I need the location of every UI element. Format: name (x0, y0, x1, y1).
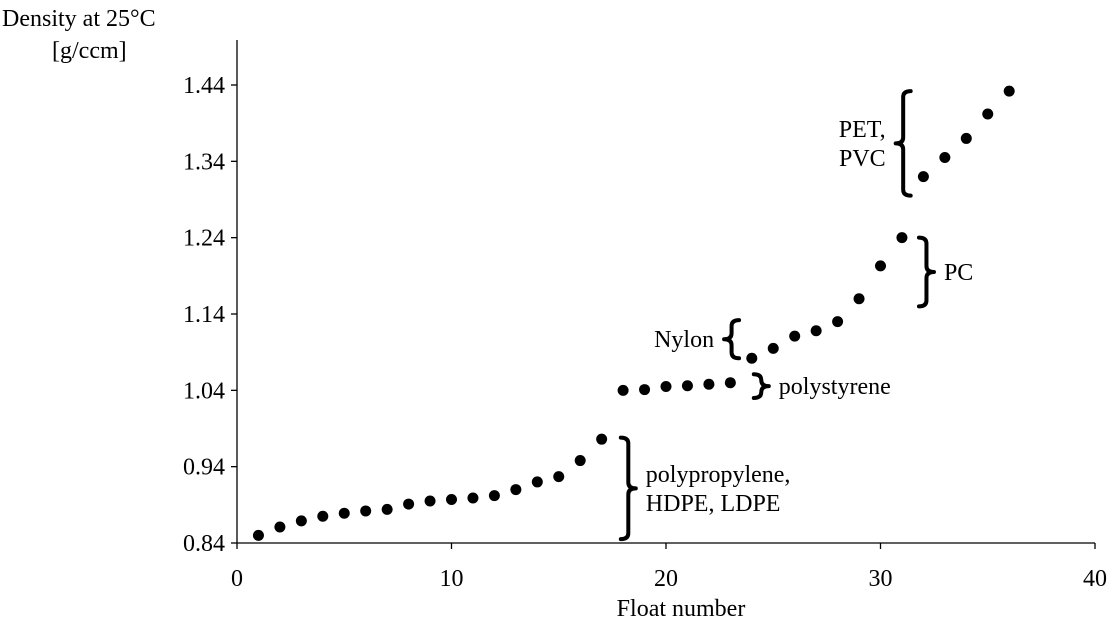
y-tick-label: 1.14 (183, 302, 225, 328)
annotation-label: PC (944, 260, 973, 286)
data-point (660, 381, 672, 393)
data-point (510, 484, 522, 496)
y-tick-label: 0.84 (183, 531, 225, 557)
data-point (896, 232, 908, 244)
x-tick-label: 20 (654, 566, 678, 592)
data-point (467, 492, 479, 504)
data-point (639, 384, 651, 396)
annotation: PET, PVC (839, 89, 913, 198)
data-point (939, 152, 951, 164)
y-axis-title-line-1: Density at 25°C (2, 6, 156, 32)
annotation-label: HDPE, LDPE (646, 491, 781, 517)
annotation: Nylon (654, 318, 742, 361)
data-point (810, 325, 822, 337)
x-ticks: 0 10 20 30 40 (231, 543, 1107, 592)
data-point (295, 515, 307, 527)
y-tick-label: 1.04 (183, 378, 225, 404)
annotation-brace (893, 89, 913, 198)
annotation-label: PET, (839, 117, 886, 143)
data-point (338, 507, 350, 519)
y-tick-label: 1.24 (183, 226, 225, 252)
x-tick-label: 10 (440, 566, 464, 592)
data-point (553, 471, 565, 483)
x-axis-title: Float number (617, 596, 746, 622)
x-tick-label: 40 (1083, 566, 1107, 592)
data-point (424, 495, 436, 507)
y-axis-title-line-2: [g/ccm] (52, 38, 127, 64)
data-point (446, 493, 457, 505)
data-point (1003, 85, 1015, 97)
data-point (982, 108, 994, 120)
data-point (917, 171, 929, 183)
y-tick-label: 0.94 (183, 455, 225, 481)
annotation-brace (751, 372, 771, 400)
data-point (252, 529, 264, 541)
data-point (274, 521, 286, 533)
data-point (403, 498, 415, 510)
annotation-label: PVC (839, 146, 886, 172)
data-point (789, 330, 801, 342)
annotation-brace (618, 435, 638, 542)
data-point (317, 510, 329, 522)
data-point (832, 316, 844, 328)
data-point (574, 455, 586, 467)
data-point (531, 476, 543, 488)
data-point (853, 293, 865, 305)
data-point (596, 433, 608, 445)
annotation-brace (916, 235, 936, 309)
y-axis-title: Density at 25°C [g/ccm] (2, 6, 156, 64)
data-point (960, 132, 972, 144)
annotation-label: polypropylene, (646, 462, 791, 488)
x-tick-label: 30 (869, 566, 893, 592)
data-point (617, 384, 629, 396)
annotation: polypropylene, HDPE, LDPE (618, 435, 791, 542)
annotation-label: polystyrene (779, 374, 891, 400)
data-point (875, 260, 886, 272)
data-point (381, 503, 393, 515)
data-point (360, 505, 372, 517)
annotation: polystyrene (751, 372, 891, 400)
x-tick-label: 0 (231, 566, 243, 592)
y-tick-label: 1.44 (183, 73, 225, 99)
annotation-brace (722, 318, 742, 361)
y-ticks: 0.84 0.94 1.04 1.14 1.24 1.34 1.44 (183, 73, 237, 557)
data-point (746, 352, 758, 364)
data-point (488, 490, 500, 502)
data-point (681, 380, 693, 392)
annotation-label: Nylon (654, 327, 714, 353)
annotation: PC (916, 235, 973, 309)
annotations: PET, PVC PC Nylon polystyrene polypropylene, H… (618, 89, 973, 542)
data-point (703, 378, 715, 390)
data-point (724, 377, 736, 389)
data-point (767, 342, 779, 354)
data-points (252, 85, 1015, 541)
y-tick-label: 1.34 (183, 149, 225, 175)
